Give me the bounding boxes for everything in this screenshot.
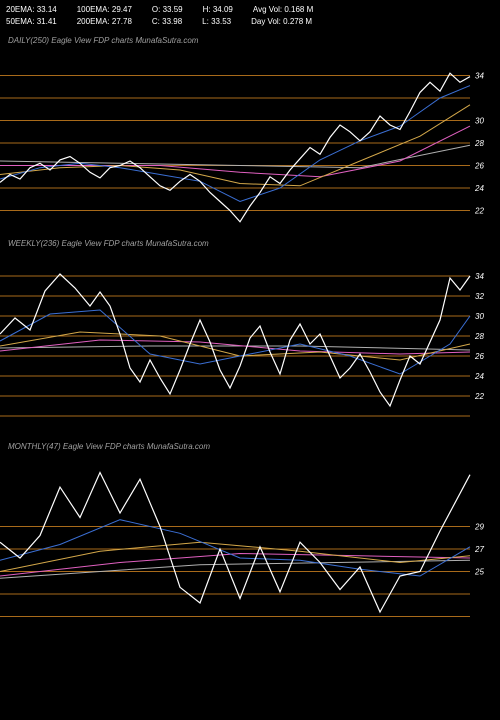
monthly-chart-title: MONTHLY(47) Eagle View FDP charts Munafa… — [0, 436, 500, 459]
weekly-chart: 34 32 30 28 26 24 22 — [0, 256, 500, 436]
svg-text:32: 32 — [475, 292, 484, 301]
svg-text:34: 34 — [475, 72, 484, 81]
svg-text:26: 26 — [474, 162, 484, 171]
ema50-stat: 50EMA: 31.41 — [6, 16, 57, 28]
weekly-chart-section: WEEKLY(236) Eagle View FDP charts Munafa… — [0, 233, 500, 436]
weekly-chart-title: WEEKLY(236) Eagle View FDP charts Munafa… — [0, 233, 500, 256]
ema200-stat: 200EMA: 27.78 — [77, 16, 132, 28]
low-stat: L: 33.53 — [202, 16, 231, 28]
ema100-stat: 100EMA: 29.47 — [77, 4, 132, 16]
header-row-1: 20EMA: 33.14 100EMA: 29.47 O: 33.59 H: 3… — [6, 4, 494, 16]
daily-chart: 34 30 28 26 24 22 — [0, 53, 500, 233]
daily-chart-title: DAILY(250) Eagle View FDP charts MunafaS… — [0, 30, 500, 53]
dayvol-stat: Day Vol: 0.278 M — [251, 16, 312, 28]
monthly-chart-section: MONTHLY(47) Eagle View FDP charts Munafa… — [0, 436, 500, 639]
svg-text:22: 22 — [474, 207, 484, 216]
daily-chart-section: DAILY(250) Eagle View FDP charts MunafaS… — [0, 30, 500, 233]
svg-text:30: 30 — [475, 312, 484, 321]
svg-text:24: 24 — [474, 184, 484, 193]
svg-text:27: 27 — [474, 545, 484, 554]
header-row-2: 50EMA: 31.41 200EMA: 27.78 C: 33.98 L: 3… — [6, 16, 494, 28]
svg-text:34: 34 — [475, 272, 484, 281]
close-stat: C: 33.98 — [152, 16, 182, 28]
svg-text:24: 24 — [474, 372, 484, 381]
svg-text:30: 30 — [475, 117, 484, 126]
ema20-stat: 20EMA: 33.14 — [6, 4, 57, 16]
stats-header: 20EMA: 33.14 100EMA: 29.47 O: 33.59 H: 3… — [0, 0, 500, 30]
svg-text:28: 28 — [474, 332, 484, 341]
svg-text:25: 25 — [474, 568, 484, 577]
open-stat: O: 33.59 — [152, 4, 183, 16]
svg-text:22: 22 — [474, 392, 484, 401]
avgvol-stat: Avg Vol: 0.168 M — [253, 4, 313, 16]
high-stat: H: 34.09 — [203, 4, 233, 16]
svg-text:28: 28 — [474, 139, 484, 148]
svg-text:29: 29 — [474, 523, 484, 532]
monthly-chart: 29 27 25 — [0, 459, 500, 639]
svg-text:26: 26 — [474, 352, 484, 361]
